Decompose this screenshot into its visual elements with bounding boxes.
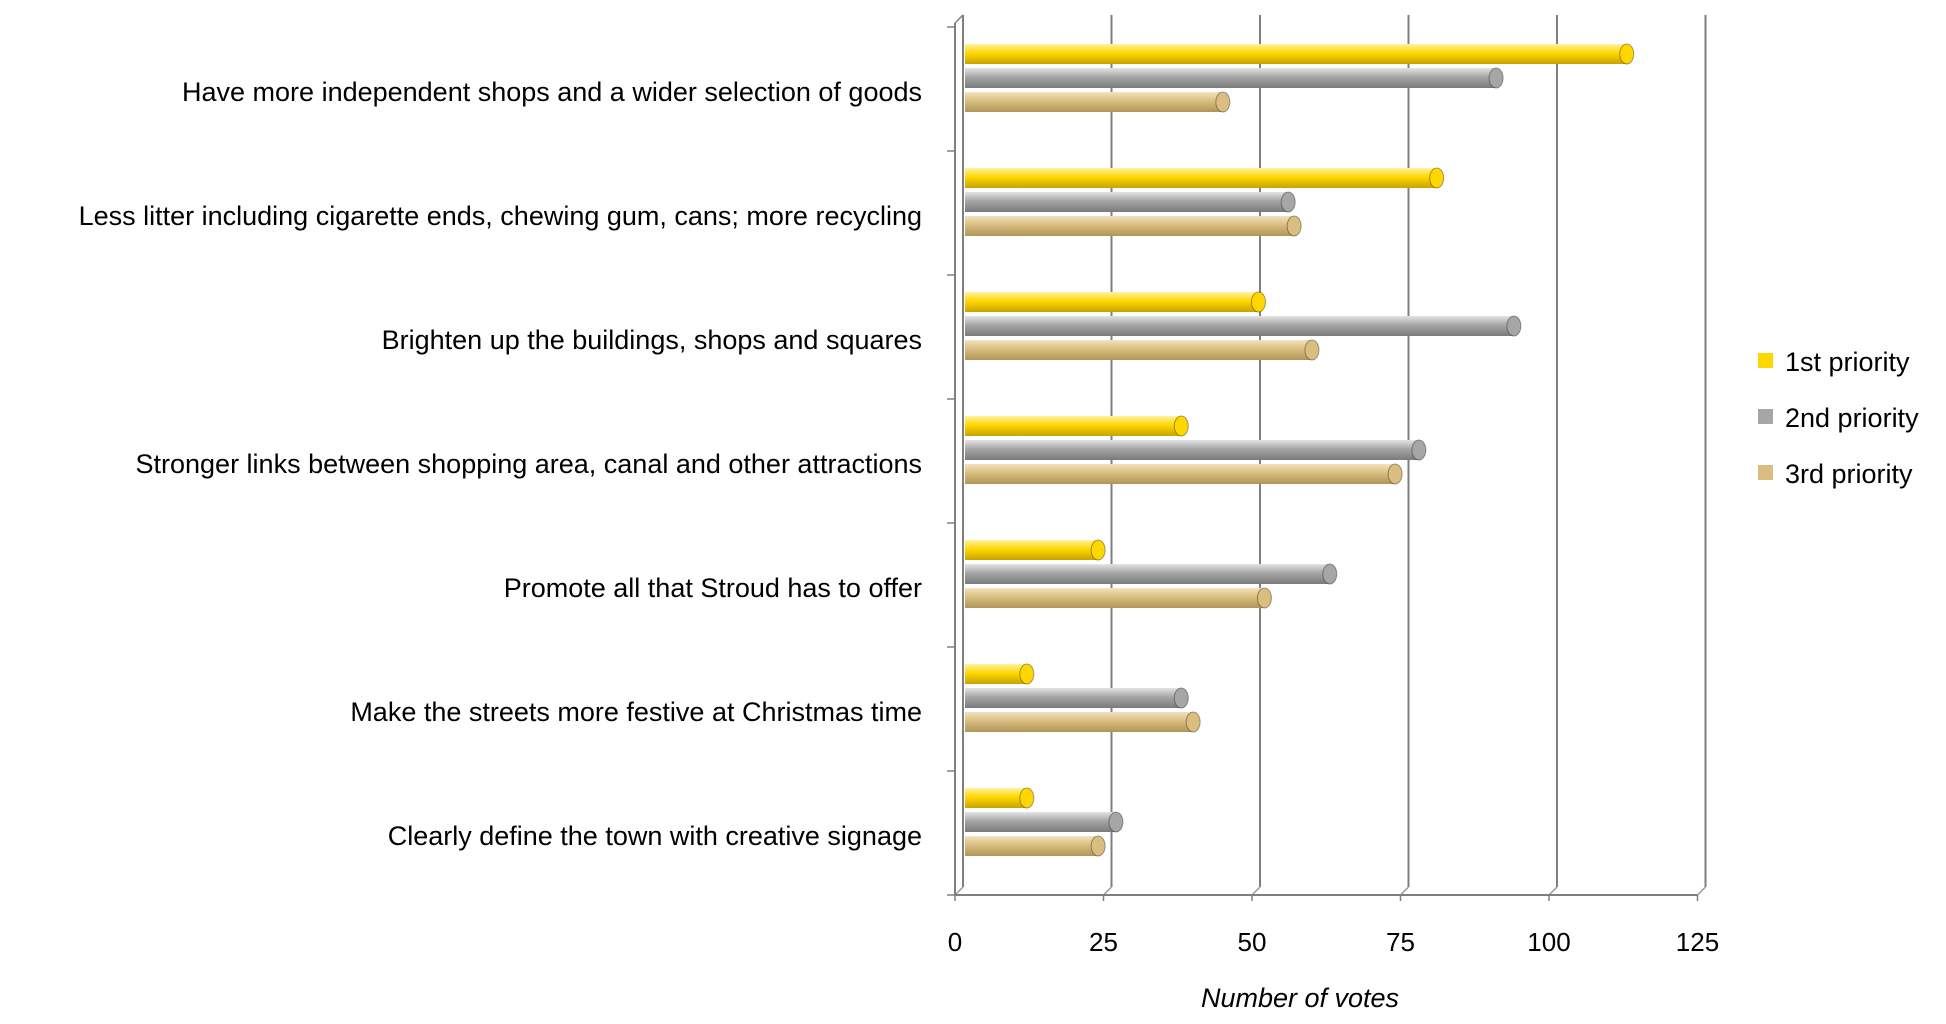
bar [965,588,1265,608]
category-label: Stronger links between shopping area, ca… [136,449,923,479]
bar-end-cap [1019,787,1035,809]
bar [965,168,1437,188]
floor-gridline [954,886,964,896]
bar [965,292,1259,312]
axis-corner [954,14,964,24]
bar-end-cap [1108,811,1124,833]
bar-end-cap [1185,711,1201,733]
bar [965,836,1099,856]
bar [965,464,1396,484]
bar-end-cap [1619,43,1635,65]
floor-gridline [1251,886,1261,896]
bar-end-cap [1173,415,1189,437]
x-axis-title: Number of votes [1201,983,1399,1013]
bar-end-cap [1090,835,1106,857]
legend-item: 1st priority [1758,347,1910,377]
axes [947,14,1699,901]
category-labels: Have more independent shops and a wider … [79,77,922,851]
bar-end-cap [1286,215,1302,237]
bar [965,316,1514,336]
bar [965,68,1497,88]
legend-label: 2nd priority [1785,403,1919,433]
x-tick-labels: 0 25 50 75 100 125 [948,927,1719,957]
legend-swatch [1758,409,1773,424]
bar-end-cap [1488,67,1504,89]
legend-item: 3rd priority [1758,459,1913,489]
category-label: Brighten up the buildings, shops and squ… [382,325,922,355]
bar [965,192,1289,212]
bar-end-cap [1280,191,1296,213]
bar-end-cap [1429,167,1445,189]
bar-end-cap [1304,339,1320,361]
floor-gridline [1399,886,1410,896]
bar-end-cap [1322,563,1338,585]
legend-label: 1st priority [1785,347,1910,377]
x-tick-label: 75 [1386,927,1415,957]
x-tick-label: 100 [1527,927,1570,957]
category-label: Promote all that Stroud has to offer [504,573,922,603]
x-tick-label: 0 [948,927,962,957]
bar [965,44,1627,64]
bar-end-cap [1411,439,1427,461]
bar-end-cap [1387,463,1403,485]
bar-end-cap [1506,315,1522,337]
bar [965,92,1223,112]
bar [965,440,1419,460]
bar [965,564,1330,584]
bars [965,43,1635,857]
bar [965,812,1116,832]
bar [965,340,1312,360]
bar-end-cap [1251,291,1266,313]
legend-swatch [1758,353,1773,368]
bar [965,540,1099,560]
bar-end-cap [1256,587,1272,609]
bar-end-cap [1090,539,1106,561]
bar-end-cap [1019,663,1035,685]
bar [965,688,1182,708]
x-tick-label: 50 [1238,927,1267,957]
category-label: Have more independent shops and a wider … [182,77,922,107]
legend-label: 3rd priority [1785,459,1913,489]
category-label: Less litter including cigarette ends, ch… [79,201,922,231]
legend-item: 2nd priority [1758,403,1919,433]
bar [965,788,1027,808]
category-label: Make the streets more festive at Christm… [350,697,922,727]
x-tick-label: 25 [1089,927,1118,957]
floor-gridline [1548,886,1558,896]
bar [965,712,1194,732]
bar [965,664,1027,684]
bar-end-cap [1215,91,1231,113]
floor-gridline [1102,886,1113,896]
legend-swatch [1758,465,1773,480]
category-label: Clearly define the town with creative si… [388,821,922,851]
bar-end-cap [1173,687,1189,709]
legend: 1st priority 2nd priority 3rd priority [1758,347,1919,489]
bar [965,216,1295,236]
bar [965,416,1182,436]
floor-gridline [1696,886,1707,896]
x-tick-label: 125 [1676,927,1719,957]
